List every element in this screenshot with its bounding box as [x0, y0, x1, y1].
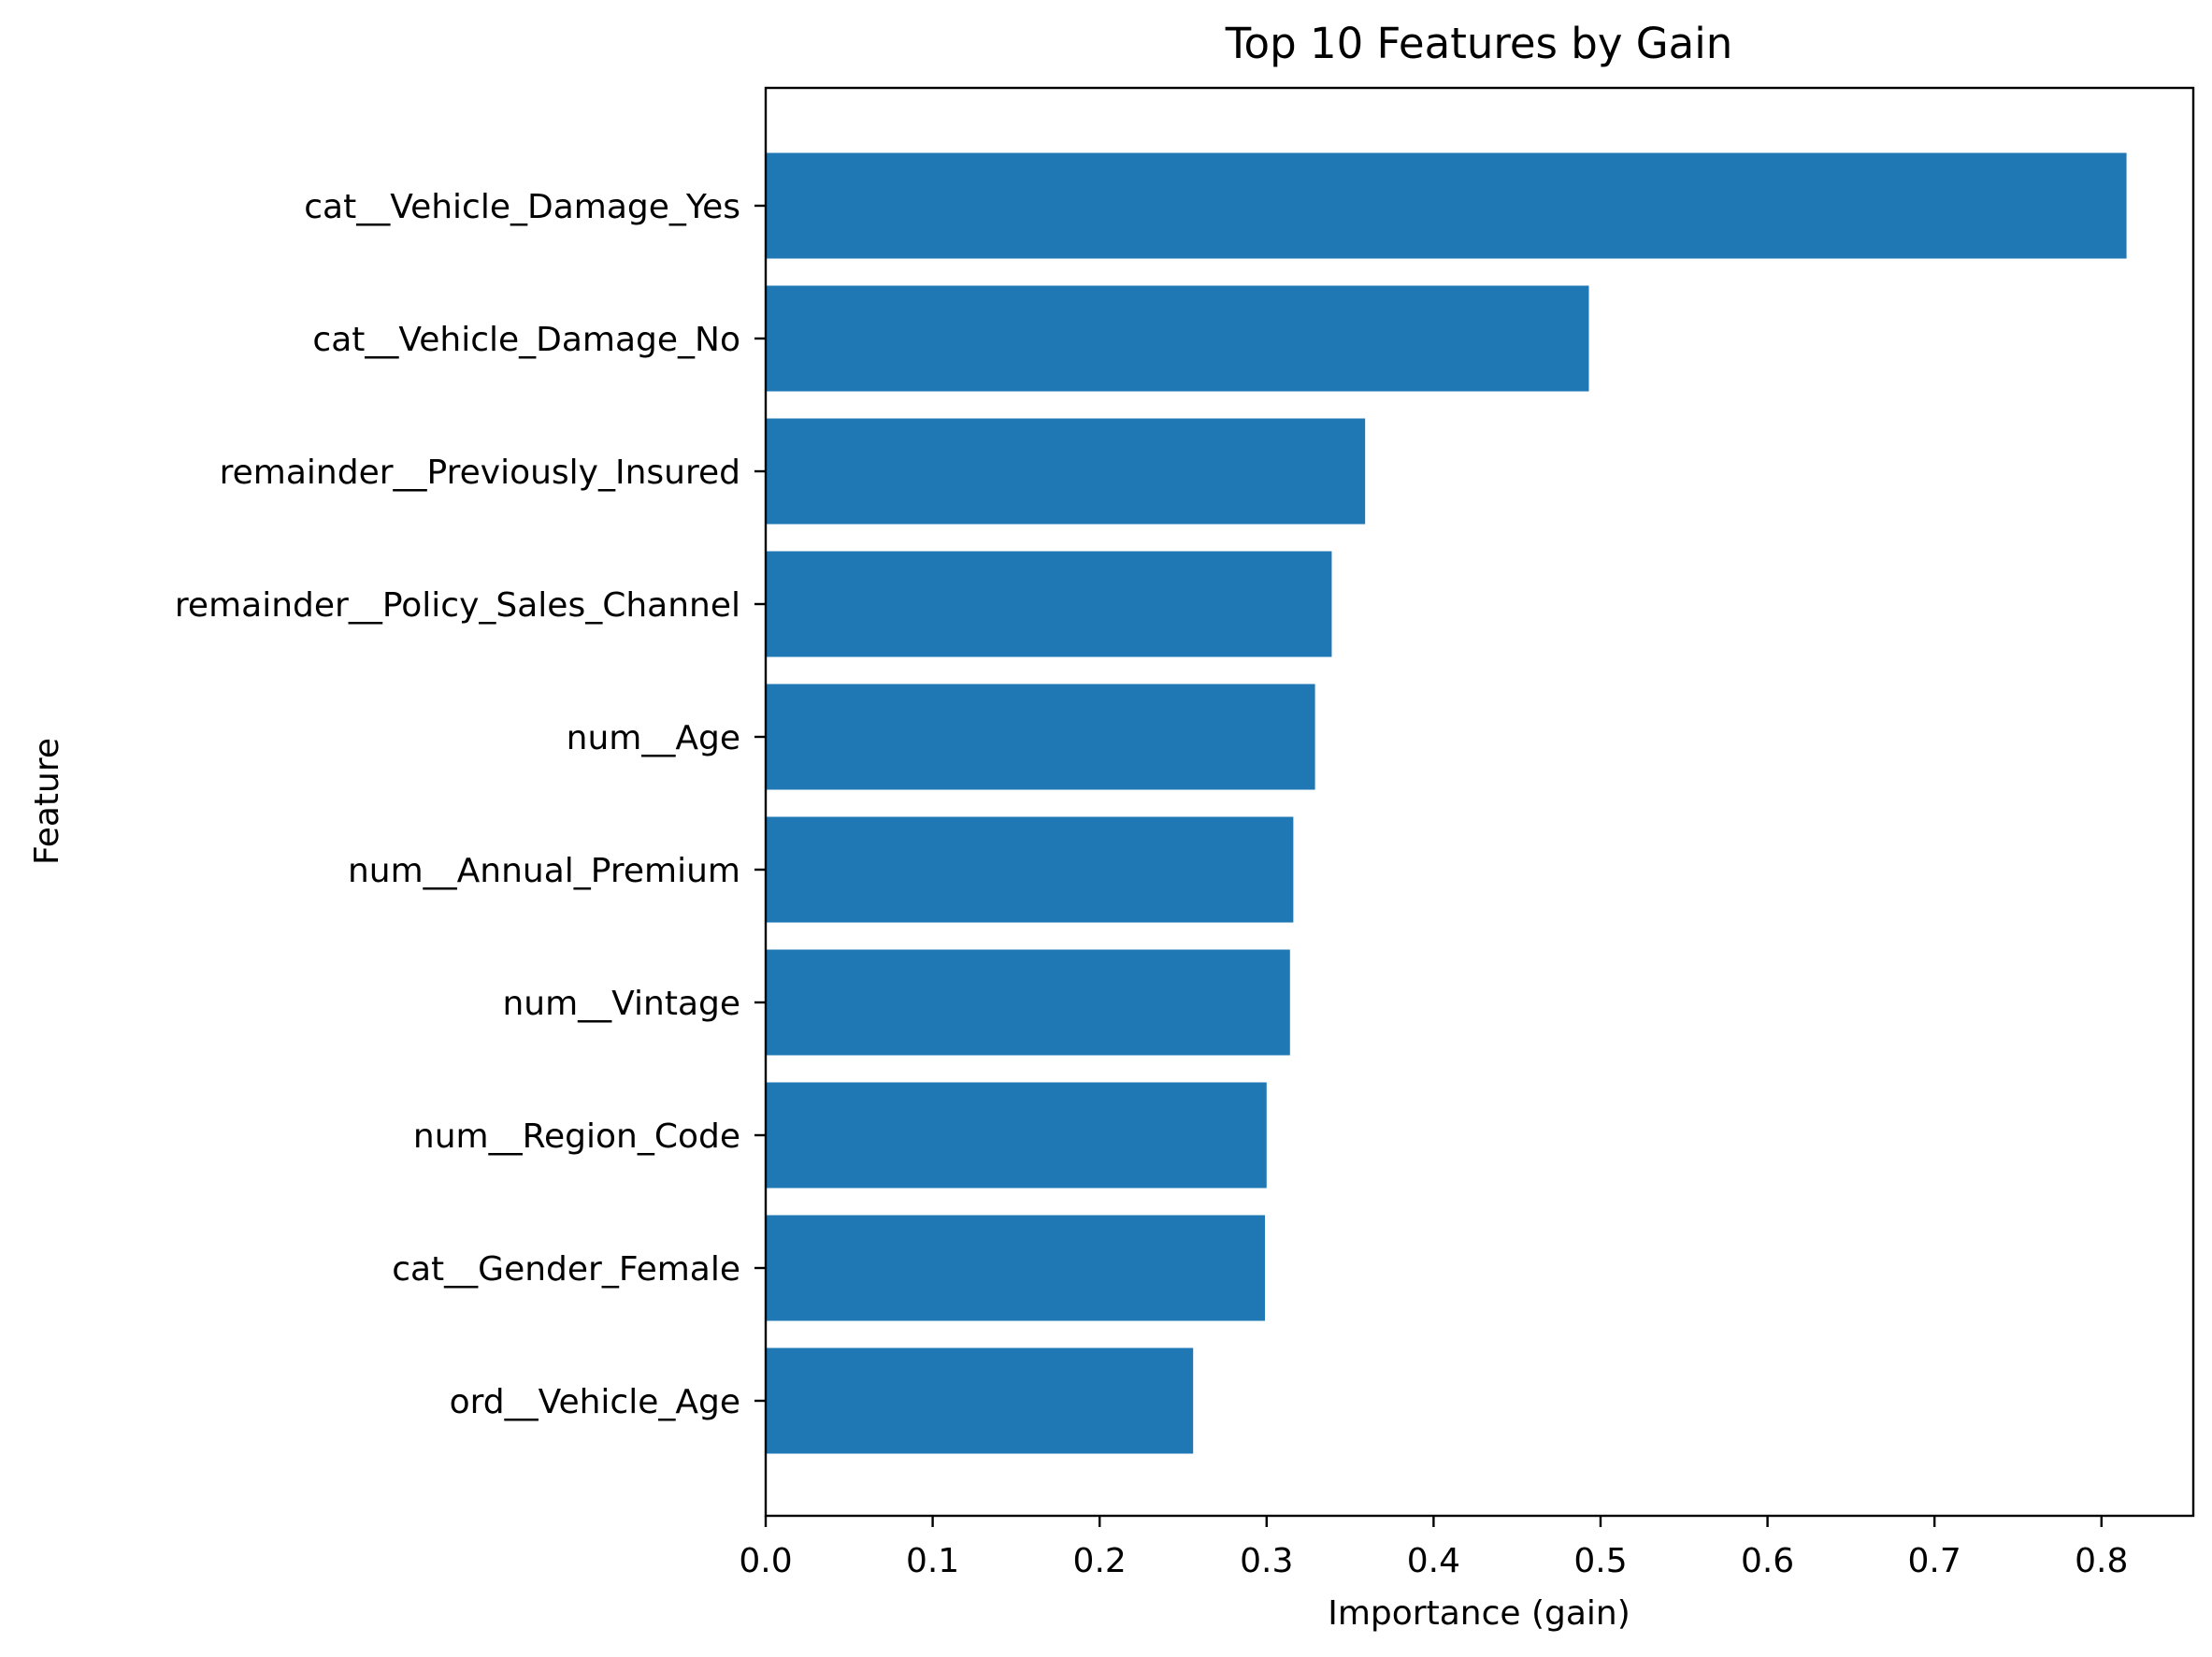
x-tick-label: 0.5 — [1573, 1542, 1627, 1580]
x-tick-label: 0.1 — [906, 1542, 959, 1580]
y-tick-label: ord__Vehicle_Age — [450, 1383, 740, 1421]
x-tick-label: 0.3 — [1240, 1542, 1293, 1580]
y-tick-label: num__Vintage — [502, 985, 740, 1023]
y-axis-ticks: cat__Vehicle_Damage_Yes cat__Vehicle_Dama… — [175, 188, 766, 1421]
y-tick-label: cat__Vehicle_Damage_Yes — [304, 188, 740, 226]
bar — [766, 949, 1290, 1056]
bar — [766, 816, 1294, 923]
bar — [766, 684, 1315, 790]
bar — [766, 551, 1332, 657]
bar — [766, 1215, 1266, 1321]
y-tick-label: num__Region_Code — [413, 1117, 740, 1156]
bar — [766, 285, 1589, 392]
y-tick-label: remainder__Policy_Sales_Channel — [175, 586, 740, 625]
y-tick-label: num__Annual_Premium — [348, 852, 740, 890]
y-tick-label: cat__Gender_Female — [392, 1250, 740, 1289]
plot-frame — [764, 86, 2195, 1518]
chart-title: Top 10 Features by Gain — [1225, 19, 1733, 68]
y-tick-label: num__Age — [567, 719, 740, 757]
x-tick-label: 0.7 — [1908, 1542, 1961, 1580]
x-tick-label: 0.0 — [739, 1542, 792, 1580]
x-axis-label: Importance (gain) — [1328, 1594, 1630, 1633]
bar — [766, 1347, 1194, 1454]
y-tick-label: remainder__Previously_Insured — [220, 454, 740, 492]
x-tick-label: 0.8 — [2075, 1542, 2128, 1580]
x-tick-label: 0.6 — [1741, 1542, 1794, 1580]
y-axis-label: Feature — [28, 738, 66, 865]
y-tick-label: cat__Vehicle_Damage_No — [312, 321, 740, 359]
bar — [766, 418, 1366, 525]
x-axis-ticks: 0.0 0.1 0.2 0.3 0.4 0.5 0.6 0.7 0.8 — [739, 1516, 2128, 1580]
x-tick-label: 0.4 — [1407, 1542, 1460, 1580]
bars-group — [766, 152, 2127, 1454]
bar — [766, 152, 2127, 259]
x-tick-label: 0.2 — [1073, 1542, 1127, 1580]
bar — [766, 1082, 1267, 1189]
